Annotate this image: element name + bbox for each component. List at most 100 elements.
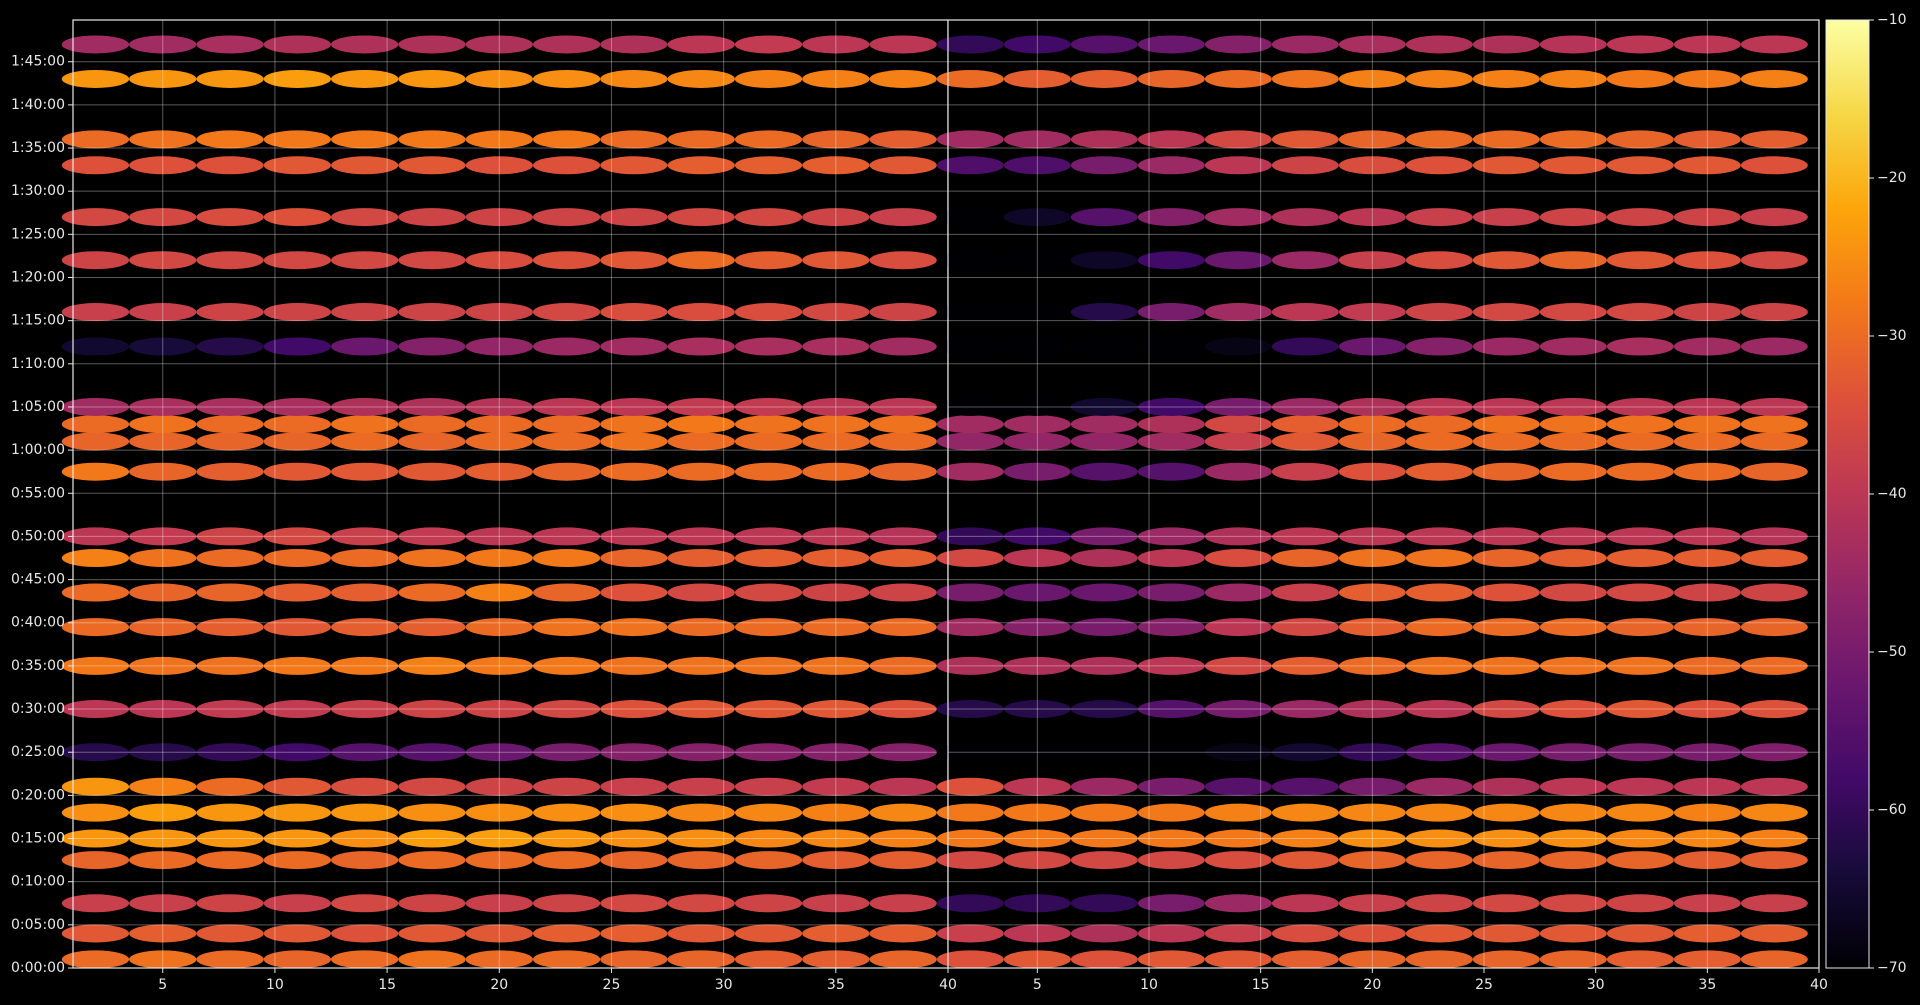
heat-cell xyxy=(936,924,1004,943)
heat-cell xyxy=(331,208,399,227)
heat-cell xyxy=(1606,803,1674,822)
heat-cell xyxy=(196,894,264,913)
heat-cell xyxy=(600,251,668,270)
heat-cell xyxy=(1204,894,1272,913)
heat-cell xyxy=(936,950,1004,969)
y-tick-label: 0:30:00 xyxy=(11,701,65,717)
heat-cell xyxy=(1338,35,1406,54)
heat-cell xyxy=(1003,432,1071,451)
heat-cell xyxy=(331,829,399,848)
heat-cell xyxy=(331,803,399,822)
heat-cell xyxy=(1472,803,1540,822)
heat-cell xyxy=(398,851,466,870)
heat-cell xyxy=(1539,462,1607,481)
heat-cell xyxy=(1673,69,1741,88)
heat-cell xyxy=(263,829,332,848)
y-tick-label: 0:25:00 xyxy=(11,744,65,760)
heat-cell xyxy=(1137,415,1205,434)
heat-cell xyxy=(532,618,601,637)
heat-cell xyxy=(869,777,937,796)
heat-cell xyxy=(1003,777,1071,796)
heat-cell xyxy=(1539,549,1607,568)
heat-cell xyxy=(1137,829,1205,848)
heat-cell xyxy=(869,208,937,227)
heat-cell xyxy=(331,303,399,322)
heat-cell xyxy=(263,894,332,913)
heat-cell xyxy=(1472,337,1540,356)
heat-cell xyxy=(1003,156,1071,175)
heat-cell xyxy=(1338,208,1406,227)
heat-cell xyxy=(532,583,601,602)
heat-cell xyxy=(1338,130,1406,149)
heat-cell xyxy=(1003,251,1071,270)
heat-cell xyxy=(600,583,668,602)
heat-cell xyxy=(1405,69,1473,88)
heat-cell xyxy=(734,656,803,675)
heat-cell xyxy=(1606,251,1674,270)
heat-cell xyxy=(1003,130,1071,149)
heat-cell xyxy=(1740,803,1808,822)
heat-cell xyxy=(936,337,1004,356)
heat-cell xyxy=(1204,208,1272,227)
heatmap-cells xyxy=(936,35,1808,969)
heat-cell xyxy=(196,156,264,175)
heat-cell xyxy=(734,924,803,943)
heat-cell xyxy=(667,130,735,149)
heat-cell xyxy=(129,69,197,88)
heat-cell xyxy=(667,656,735,675)
heat-cell xyxy=(936,462,1004,481)
heat-cell xyxy=(1606,583,1674,602)
heat-cell xyxy=(129,397,197,416)
heat-cell xyxy=(1204,777,1272,796)
heat-cell xyxy=(61,656,130,675)
heat-cell xyxy=(1003,527,1071,546)
heat-cell xyxy=(936,35,1004,54)
heat-cell xyxy=(1539,583,1607,602)
heat-cell xyxy=(734,700,803,719)
heat-cell xyxy=(1003,35,1071,54)
heat-cell xyxy=(1539,415,1607,434)
heat-cell xyxy=(1472,656,1540,675)
heat-cell xyxy=(331,337,399,356)
heat-cell xyxy=(61,156,130,175)
heat-cell xyxy=(1070,397,1138,416)
heat-cell xyxy=(869,303,937,322)
heat-cell xyxy=(1740,156,1808,175)
heat-cell xyxy=(1673,415,1741,434)
heat-cell xyxy=(734,337,803,356)
heat-cell xyxy=(532,950,601,969)
heat-cell xyxy=(532,69,601,88)
heat-cell xyxy=(398,583,466,602)
heat-cell xyxy=(1003,549,1071,568)
heat-cell xyxy=(1405,894,1473,913)
heat-cell xyxy=(667,549,735,568)
heat-cell xyxy=(1070,924,1138,943)
heat-cell xyxy=(600,549,668,568)
heat-cell xyxy=(1271,415,1339,434)
heat-cell xyxy=(667,743,735,762)
heat-cell xyxy=(129,829,197,848)
heat-cell xyxy=(734,462,803,481)
heat-cell xyxy=(61,251,130,270)
heat-cell xyxy=(1673,829,1741,848)
heat-cell xyxy=(532,743,601,762)
heat-cell xyxy=(398,777,466,796)
heat-cell xyxy=(667,415,735,434)
heat-cell xyxy=(331,549,399,568)
heat-cell xyxy=(1539,950,1607,969)
x-tick-label: 25 xyxy=(603,977,621,993)
heat-cell xyxy=(465,397,533,416)
heat-cell xyxy=(1606,656,1674,675)
heat-cell xyxy=(263,415,332,434)
heat-cell xyxy=(465,432,533,451)
heat-cell xyxy=(600,829,668,848)
heat-cell xyxy=(1204,462,1272,481)
x-tick-label: 30 xyxy=(1587,977,1605,993)
heat-cell xyxy=(532,803,601,822)
heat-cell xyxy=(1003,337,1071,356)
heat-cell xyxy=(532,432,601,451)
y-tick-label: 1:30:00 xyxy=(11,183,65,199)
x-tick-label: 20 xyxy=(490,977,508,993)
heat-cell xyxy=(1740,208,1808,227)
heat-cell xyxy=(667,803,735,822)
